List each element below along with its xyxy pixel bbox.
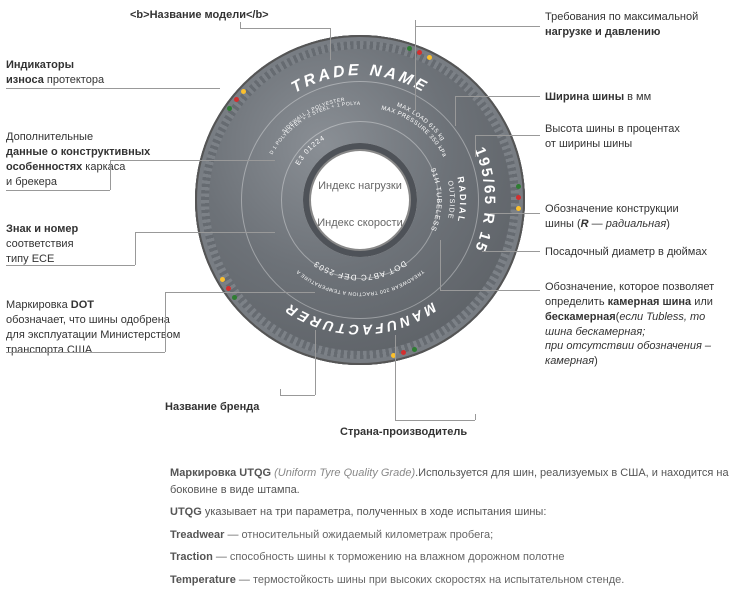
label-brand-name: Название бренда [165,400,259,415]
leader-line [395,335,396,420]
leader-line [330,28,331,60]
leader-line [490,213,540,214]
leader-line [482,251,540,252]
label-model-name: <b>Название модели</b> [130,8,269,23]
utqg-notes: Маркировка UTQG (Uniform Tyre Quality Gr… [170,465,730,594]
leader-line [10,190,110,191]
leader-line [475,135,540,136]
notes-utqg-title: Маркировка UTQG [170,467,271,479]
label-ece-mark: Знак и номерсоответствиятипу ЕСЕ [6,222,156,267]
center-label-speed-index: Индекс скорости [317,217,402,229]
leader-line [10,88,220,89]
leader-line [455,96,540,97]
tick [475,414,476,420]
notes-traction-title: Traction [170,551,213,563]
label-aspect-ratio: Высота шины в процентахот ширины шины [545,122,745,152]
label-wear-indicators: Индикаторыизноса протектора [6,58,166,88]
notes-temperature-title: Temperature [170,574,236,586]
label-country-origin: Страна-производитель [340,425,467,440]
leader-line [110,160,275,161]
leader-line [315,330,316,395]
label-dot-mark: Маркировка DOTобозначает, что шины одобр… [6,298,201,357]
leader-line [10,352,165,353]
notes-utqg-params-desc: указывает на три параметра, полученных в… [202,506,547,518]
leader-line [475,135,476,157]
notes-temperature-desc: — термостойкость шины при высоких скорос… [236,574,625,586]
leader-line [440,240,441,290]
tread-dot [427,55,432,60]
notes-utqg-params-title: UTQG [170,506,202,518]
leader-line [135,232,275,233]
tread-dot [516,184,521,189]
tread-dot [412,347,417,352]
leader-line [395,420,475,421]
notes-treadwear-title: Treadwear [170,529,224,541]
label-max-load-pressure: Требования по максимальнойнагрузке и дав… [545,10,745,40]
label-construction-type: Обозначение конструкциишины (R — радиаль… [545,202,750,232]
leader-line [455,96,456,126]
tread-dot [220,277,225,282]
leader-line [165,292,166,352]
leader-line [165,292,315,293]
tire-hole-inner [313,153,407,247]
leader-line [280,395,315,396]
leader-line [135,232,136,265]
notes-treadwear-desc: — относительный ожидаемый километраж про… [224,529,493,541]
leader-line [10,265,135,266]
label-tire-width: Ширина шины в мм [545,90,745,105]
leader-line [240,28,330,29]
leader-line [110,160,111,190]
tread-dot [407,46,412,51]
tire-diagram: Индекс нагрузки Индекс скорости TRADE NA… [195,35,525,365]
label-rim-diameter: Посадочный диаметр в дюймах [545,245,750,260]
notes-utqg-expand: (Uniform Tyre Quality Grade) [274,467,415,479]
leader-line [440,290,540,291]
center-label-load-index: Индекс нагрузки [318,180,402,192]
label-tubeless: Обозначение, которое позволяетопределить… [545,280,750,369]
leader-line [415,26,416,111]
notes-traction-desc: — способность шины к торможению на влажн… [213,551,565,563]
leader-line [415,26,540,27]
